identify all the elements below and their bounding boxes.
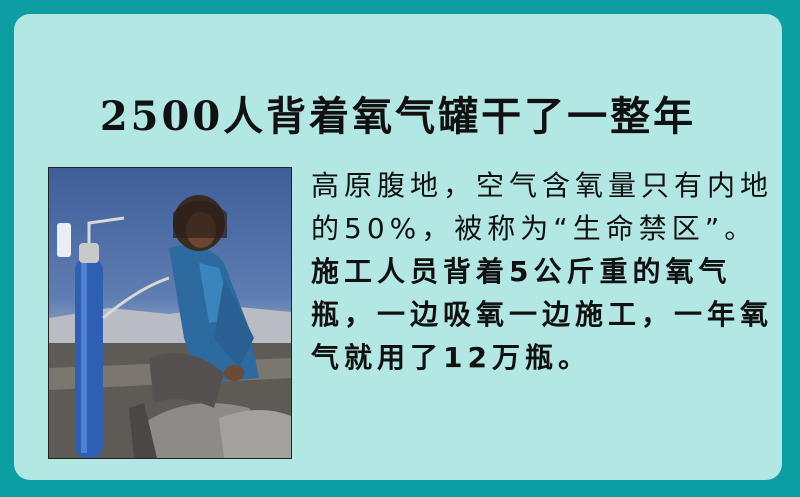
description-bold-text: 施工人员背着5公斤重的氧气瓶，一边吸氧一边施工，一年氧气就用了12万瓶。 [311, 255, 774, 374]
description-normal-text: 高原腹地，空气含氧量只有内地的50%，被称为“生命禁区”。 [311, 169, 774, 245]
worker-photo [48, 167, 292, 459]
info-card: 2500人背着氧气罐干了一整年 [14, 14, 782, 480]
description-paragraph: 高原腹地，空气含氧量只有内地的50%，被称为“生命禁区”。施工人员背着5公斤重的… [311, 164, 781, 379]
headline: 2500人背着氧气罐干了一整年 [99, 93, 697, 140]
worker-with-oxygen-tank-icon [49, 168, 291, 458]
